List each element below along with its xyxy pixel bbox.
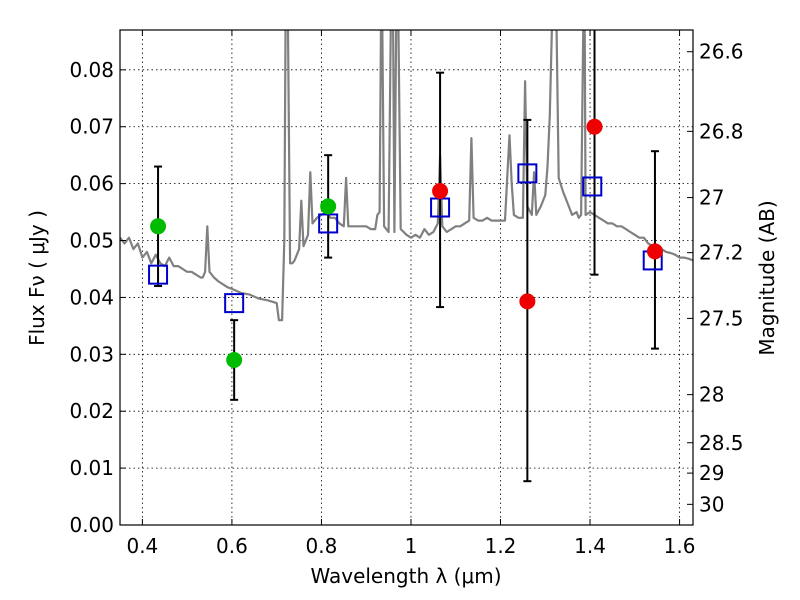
- mag-tick-label: 27.2: [699, 241, 744, 265]
- spectrum-line: [120, 30, 693, 322]
- y-tick-label: 0.08: [69, 58, 114, 82]
- model-point: [582, 176, 603, 197]
- mag-tick-label: 27.5: [699, 306, 744, 330]
- y-tick-label: 0.05: [69, 229, 114, 253]
- y-tick-label: 0.07: [69, 115, 114, 139]
- red-point: [432, 183, 449, 200]
- mag-tick-label: 28: [699, 383, 724, 407]
- y-tick-label: 0.03: [69, 342, 114, 366]
- x-tick-label: 1.2: [485, 534, 517, 558]
- points-layer: [148, 118, 663, 368]
- model-point: [148, 264, 169, 285]
- y-tick-label: 0.04: [69, 285, 114, 309]
- red-point: [646, 243, 663, 260]
- red-point: [519, 293, 536, 310]
- mag-tick-label: 26.8: [699, 119, 744, 143]
- green-point: [226, 352, 243, 368]
- y2-axis-label: Magnitude (AB): [755, 200, 779, 355]
- green-point: [320, 198, 337, 215]
- x-tick-label: 1.4: [574, 534, 606, 558]
- mag-tick-label: 29: [699, 461, 724, 485]
- x-axis-label: Wavelength λ (μm): [310, 564, 501, 588]
- y-tick-label: 0.00: [69, 513, 114, 537]
- model-point: [517, 163, 538, 184]
- plot-frame: [119, 29, 694, 526]
- axes: 0.4 0.6 0.8 1 1.2 1.4 1.6 0.00 0.01 0.02 0.03 0.04 0…: [69, 30, 744, 558]
- mag-tick-label: 26.6: [699, 40, 744, 64]
- x-tick-label: 0.6: [216, 534, 248, 558]
- mag-tick-label: 27: [699, 186, 724, 210]
- x-tick-label: 0.8: [306, 534, 338, 558]
- x-tick-label: 1.6: [664, 534, 696, 558]
- y-axis-label: Flux Fν ( μJy ): [25, 210, 49, 346]
- green-point: [150, 218, 167, 235]
- mag-tick-label: 28.5: [699, 431, 744, 455]
- x-tick-label: 0.4: [126, 534, 158, 558]
- y-tick-label: 0.01: [69, 456, 114, 480]
- model-point: [224, 293, 245, 314]
- y-tick-label: 0.06: [69, 172, 114, 196]
- y-tick-label: 0.02: [69, 399, 114, 423]
- plot-area: [120, 30, 693, 525]
- mag-tick-label: 30: [699, 492, 724, 516]
- model-point: [318, 213, 339, 234]
- x-tick-label: 1: [405, 534, 418, 558]
- red-point: [586, 118, 603, 135]
- spectrum-layer: [120, 30, 693, 322]
